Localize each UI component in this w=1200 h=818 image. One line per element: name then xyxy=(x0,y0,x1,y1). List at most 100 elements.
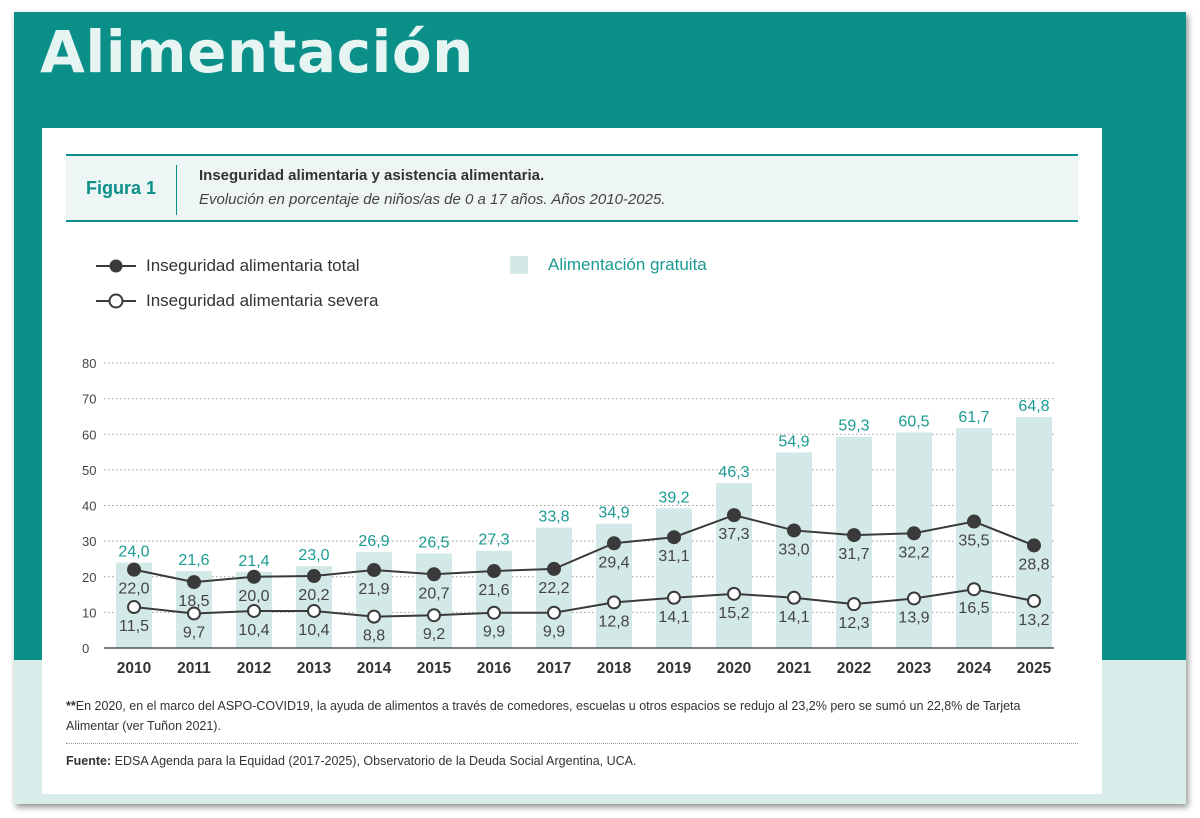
x-tick-label: 2021 xyxy=(777,660,812,677)
severe-value-label: 9,7 xyxy=(183,624,205,641)
severe-value-label: 9,9 xyxy=(483,624,505,641)
severe-value-label: 8,8 xyxy=(363,628,385,645)
footnote-text: En 2020, en el marco del ASPO-COVID19, l… xyxy=(66,699,1021,733)
legend-total-label: Inseguridad alimentaria total xyxy=(146,256,360,275)
legend-free-food-label: Alimentación gratuita xyxy=(548,255,707,274)
severe-point xyxy=(967,582,981,597)
total-point xyxy=(787,523,801,538)
x-tick-label: 2025 xyxy=(1017,660,1052,677)
source-line: Fuente: EDSA Agenda para la Equidad (201… xyxy=(66,754,636,768)
x-tick-label: 2020 xyxy=(717,660,751,677)
severe-point xyxy=(847,597,861,612)
x-tick-label: 2023 xyxy=(897,660,932,677)
total-value-label: 21,6 xyxy=(478,582,509,599)
severe-value-label: 14,1 xyxy=(778,609,809,626)
total-value-label: 22,0 xyxy=(118,581,149,598)
footnote-marker: ** xyxy=(66,699,76,713)
series-line xyxy=(133,514,1035,584)
bar-value-label: 60,5 xyxy=(898,413,929,430)
total-point xyxy=(427,567,441,582)
total-point xyxy=(247,569,261,584)
severe-value-label: 15,2 xyxy=(718,605,749,622)
bar-series xyxy=(116,417,1052,648)
severe-value-label: 9,2 xyxy=(423,626,445,643)
severe-value-label: 10,4 xyxy=(298,622,329,639)
x-tick-label: 2014 xyxy=(357,660,392,677)
figure-title: Inseguridad alimentaria y asistencia ali… xyxy=(199,167,545,184)
x-tick-label: 2017 xyxy=(537,660,571,677)
figure-subtitle: Evolución en porcentaje de niños/as de 0… xyxy=(199,191,666,208)
bar-value-label: 21,6 xyxy=(178,552,209,569)
page-title: Alimentación xyxy=(40,18,474,86)
y-tick-label: 60 xyxy=(82,427,96,442)
x-tick-label: 2024 xyxy=(957,660,992,677)
severe-point xyxy=(787,590,801,605)
severe-point xyxy=(607,595,621,610)
figure-separator xyxy=(176,165,177,215)
chart-svg: 24,0 21,6 21,4 23,0 26,9 26,5 27,3 33,8 34,9 39,2… xyxy=(82,256,1054,677)
bar-value-label: 46,3 xyxy=(718,464,749,481)
bar xyxy=(536,527,572,648)
y-tick-label: 20 xyxy=(82,570,96,585)
severe-point xyxy=(1027,593,1041,608)
severe-point xyxy=(187,606,201,621)
severe-point xyxy=(667,590,681,605)
total-value-label: 20,2 xyxy=(298,587,329,604)
total-point xyxy=(307,569,321,584)
bar xyxy=(716,483,752,648)
severe-point xyxy=(307,603,321,618)
severe-point xyxy=(547,605,561,620)
x-tick-label: 2016 xyxy=(477,660,512,677)
figure-label: Figura 1 xyxy=(86,178,157,198)
divider xyxy=(66,743,1078,744)
bar-value-label: 23,0 xyxy=(298,547,329,564)
total-point xyxy=(127,562,141,577)
x-tick-label: 2015 xyxy=(417,660,452,677)
x-tick-label: 2022 xyxy=(837,660,871,677)
total-point xyxy=(487,564,501,579)
total-value-label: 35,5 xyxy=(958,533,989,550)
bar-value-label: 34,9 xyxy=(598,505,629,522)
bar-value-label: 64,8 xyxy=(1018,398,1049,415)
severe-point xyxy=(367,609,381,624)
source-text: EDSA Agenda para la Equidad (2017-2025),… xyxy=(114,754,637,768)
total-value-label: 32,2 xyxy=(898,544,929,561)
total-value-label: 33,0 xyxy=(778,541,809,558)
y-tick-label: 40 xyxy=(82,499,96,514)
severe-value-label: 13,2 xyxy=(1018,612,1049,629)
bar-value-label: 21,4 xyxy=(238,553,269,570)
y-tick-label: 0 xyxy=(82,641,89,656)
bar-value-label: 39,2 xyxy=(658,489,689,506)
total-value-label: 37,3 xyxy=(718,526,749,543)
severe-value-label: 11,5 xyxy=(119,618,149,635)
legend-free-food-swatch xyxy=(510,256,528,274)
severe-point xyxy=(907,591,921,606)
y-tick-label: 10 xyxy=(82,605,96,620)
x-tick-label: 2019 xyxy=(657,660,692,677)
total-value-label: 29,4 xyxy=(598,554,629,571)
severe-value-label: 14,1 xyxy=(658,609,689,626)
bar-value-label: 61,7 xyxy=(958,409,989,426)
legend-severe-label: Inseguridad alimentaria severa xyxy=(146,291,379,310)
total-point xyxy=(967,514,981,529)
total-point xyxy=(907,526,921,541)
bar xyxy=(776,452,812,648)
figure-header: Figura 1 Inseguridad alimentaria y asist… xyxy=(66,154,1078,222)
x-tick-label: 2011 xyxy=(177,660,211,677)
x-tick-label: 2012 xyxy=(237,660,271,677)
total-value-label: 28,8 xyxy=(1018,556,1049,573)
total-point xyxy=(547,561,561,576)
bar-value-label: 54,9 xyxy=(778,433,809,450)
y-tick-label: 70 xyxy=(82,392,96,407)
bar xyxy=(656,508,692,648)
x-tick-label: 2013 xyxy=(297,660,332,677)
legend-total-marker xyxy=(109,259,123,273)
total-value-label: 20,7 xyxy=(418,585,449,602)
page-frame: Alimentación Figura 1 Inseguridad alimen… xyxy=(14,12,1186,804)
total-value-label: 31,1 xyxy=(658,548,689,565)
severe-point xyxy=(427,608,441,623)
data-labels: 24,0 21,6 21,4 23,0 26,9 26,5 27,3 33,8 34,9 39,2… xyxy=(118,398,1049,645)
total-point xyxy=(667,530,681,545)
bar-value-label: 27,3 xyxy=(478,532,509,549)
severe-value-label: 16,5 xyxy=(958,600,989,617)
